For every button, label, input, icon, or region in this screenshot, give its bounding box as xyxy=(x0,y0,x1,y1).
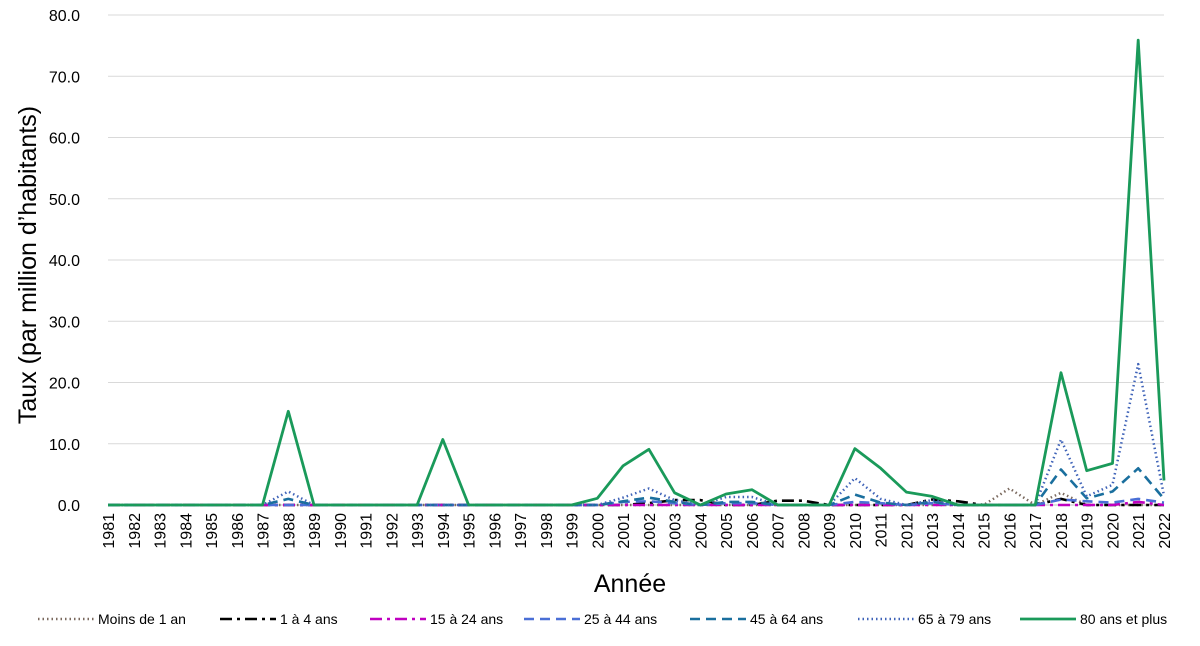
legend-label-1: 1 à 4 ans xyxy=(280,611,338,627)
x-axis-ticks: 1981 1982 1983 1984 1985 1986 1987 1988 1989 1990… xyxy=(101,513,1174,549)
x-tick-label: 2011 xyxy=(874,513,891,548)
y-axis-ticks: 0.0 10.0 20.0 30.0 40.0 50.0 60.0 70.0 80.0 xyxy=(49,8,80,515)
x-tick-label: 2006 xyxy=(745,513,762,549)
x-tick-label: 1982 xyxy=(127,513,144,549)
series-line-5 xyxy=(108,362,1166,507)
legend-label-6: 80 ans et plus xyxy=(1080,611,1167,627)
x-tick-label: 1991 xyxy=(359,513,376,549)
x-tick-label: 1985 xyxy=(204,513,221,549)
x-tick-label: 1981 xyxy=(101,513,118,549)
y-tick-label: 80.0 xyxy=(49,8,80,25)
x-tick-label: 1996 xyxy=(487,513,504,549)
x-tick-label: 1984 xyxy=(178,513,195,549)
x-tick-label: 1994 xyxy=(436,513,453,549)
x-tick-label: 2022 xyxy=(1157,513,1174,549)
grid-lines xyxy=(108,14,1164,506)
y-axis-label: Taux (par million d’habitants) xyxy=(14,106,42,424)
legend-label-0: Moins de 1 an xyxy=(98,611,186,627)
x-tick-label: 1997 xyxy=(513,513,530,549)
x-tick-label: 2012 xyxy=(899,513,916,549)
series-lines xyxy=(108,38,1166,507)
series-line-6 xyxy=(108,38,1166,507)
x-tick-label: 1986 xyxy=(230,513,247,549)
y-tick-label: 50.0 xyxy=(49,192,80,209)
y-tick-label: 30.0 xyxy=(49,314,80,331)
x-tick-label: 2016 xyxy=(1002,513,1019,549)
x-tick-label: 2000 xyxy=(590,513,607,549)
x-tick-label: 2010 xyxy=(848,513,865,549)
legend-label-2: 15 à 24 ans xyxy=(430,611,503,627)
y-tick-label: 60.0 xyxy=(49,131,80,148)
y-tick-label: 0.0 xyxy=(58,498,80,515)
x-tick-label: 1993 xyxy=(410,513,427,549)
x-tick-label: 1983 xyxy=(153,513,170,549)
x-tick-label: 1995 xyxy=(462,513,479,549)
x-tick-label: 1992 xyxy=(384,513,401,549)
legend: Moins de 1 an 1 à 4 ans 15 à 24 ans 25 à 44… xyxy=(38,611,1167,627)
legend-label-5: 65 à 79 ans xyxy=(918,611,991,627)
x-tick-label: 2001 xyxy=(616,513,633,549)
x-axis-label: Année xyxy=(594,570,666,598)
x-tick-label: 2004 xyxy=(693,513,710,549)
x-tick-label: 2020 xyxy=(1105,513,1122,549)
y-tick-label: 40.0 xyxy=(49,253,80,270)
x-tick-label: 2014 xyxy=(951,513,968,549)
x-tick-label: 1989 xyxy=(307,513,324,549)
x-tick-label: 2017 xyxy=(1028,513,1045,549)
x-tick-label: 2015 xyxy=(977,513,994,549)
y-tick-label: 20.0 xyxy=(49,376,80,393)
y-tick-label: 10.0 xyxy=(49,437,80,454)
x-tick-label: 2021 xyxy=(1131,513,1148,549)
x-tick-label: 2013 xyxy=(925,513,942,549)
x-tick-label: 1999 xyxy=(565,513,582,549)
x-tick-label: 2002 xyxy=(642,513,659,549)
x-tick-label: 1990 xyxy=(333,513,350,549)
x-tick-label: 2003 xyxy=(668,513,685,549)
x-tick-label: 1988 xyxy=(281,513,298,549)
x-tick-label: 2009 xyxy=(822,513,839,549)
x-tick-label: 1998 xyxy=(539,513,556,549)
y-tick-label: 70.0 xyxy=(49,69,80,86)
x-tick-label: 2019 xyxy=(1080,513,1097,549)
x-tick-label: 2018 xyxy=(1054,513,1071,549)
x-tick-label: 2005 xyxy=(719,513,736,549)
x-tick-label: 1987 xyxy=(256,513,273,549)
legend-label-4: 45 à 64 ans xyxy=(750,611,823,627)
legend-label-3: 25 à 44 ans xyxy=(584,611,657,627)
x-tick-label: 2008 xyxy=(796,513,813,549)
x-tick-label: 2007 xyxy=(771,513,788,549)
